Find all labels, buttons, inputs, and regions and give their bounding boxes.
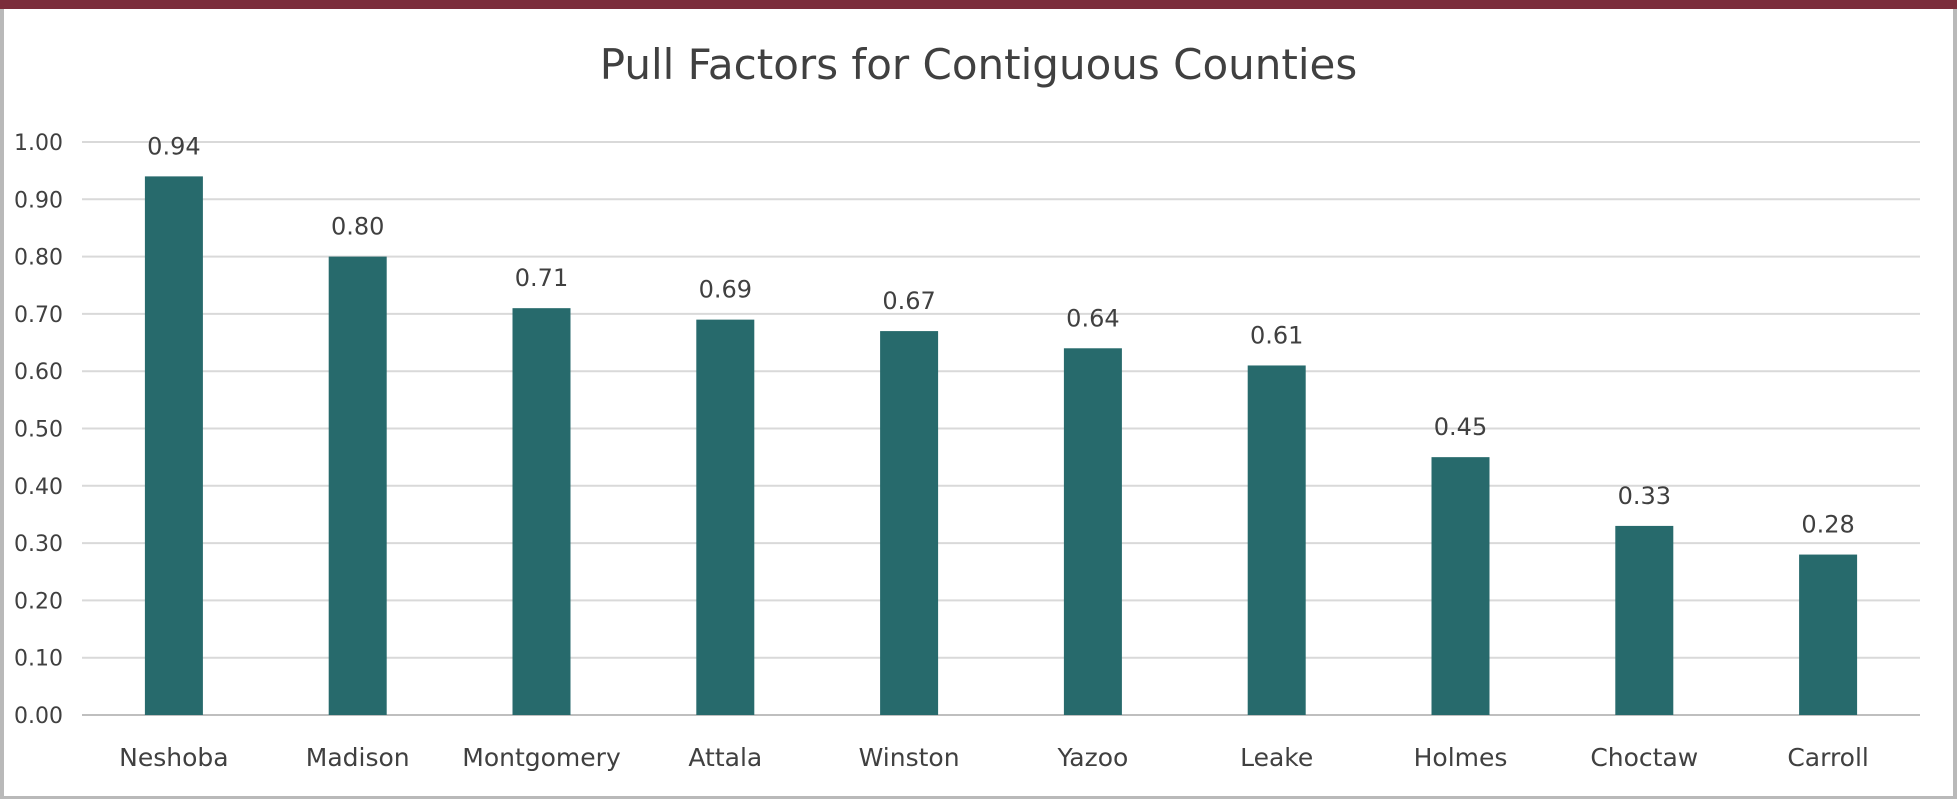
y-tick-label: 0.30 <box>14 532 63 557</box>
bar-winston <box>880 331 939 715</box>
bar-madison <box>328 256 387 715</box>
data-label: 0.71 <box>515 264 568 292</box>
x-category-label: Attala <box>688 743 762 772</box>
y-tick-label: 0.20 <box>14 589 63 614</box>
y-tick-label: 1.00 <box>14 131 63 156</box>
x-axis-categories: Neshoba Madison Montgomery Attala Winston Yaz… <box>119 743 1869 772</box>
data-label: 0.94 <box>147 132 200 160</box>
chart-title: Pull Factors for Contiguous Counties <box>599 40 1358 89</box>
y-tick-label: 0.50 <box>14 418 63 443</box>
y-tick-label: 0.80 <box>14 246 63 271</box>
y-tick-label: 0.40 <box>14 475 63 500</box>
y-tick-label: 0.90 <box>14 188 63 213</box>
bar-holmes <box>1431 457 1490 715</box>
x-category-label: Yazoo <box>1056 743 1128 772</box>
y-axis-ticks: 0.00 0.10 0.20 0.30 0.40 0.50 0.60 0.70 0.80 0.90… <box>14 131 63 729</box>
data-label: 0.67 <box>882 287 935 315</box>
data-label: 0.33 <box>1618 482 1671 510</box>
x-category-label: Carroll <box>1787 743 1869 772</box>
bar-carroll <box>1799 554 1858 715</box>
bar-yazoo <box>1063 348 1122 715</box>
data-labels: 0.94 0.80 0.71 0.69 0.67 0.64 0.61 0.45 0.33 0.28 <box>147 132 1855 538</box>
y-tick-label: 0.70 <box>14 303 63 328</box>
y-tick-label: 0.00 <box>14 704 63 729</box>
y-tick-label: 0.10 <box>14 647 63 672</box>
bar-choctaw <box>1615 525 1674 715</box>
x-category-label: Madison <box>306 743 410 772</box>
bar-leake <box>1247 365 1306 715</box>
x-category-label: Choctaw <box>1590 743 1698 772</box>
x-category-label: Holmes <box>1414 743 1508 772</box>
bars <box>144 176 1858 715</box>
data-label: 0.64 <box>1066 304 1119 332</box>
gridlines <box>82 141 1920 716</box>
x-category-label: Leake <box>1240 743 1313 772</box>
y-tick-label: 0.60 <box>14 360 63 385</box>
data-label: 0.45 <box>1434 413 1487 441</box>
x-category-label: Winston <box>859 743 960 772</box>
bar-attala <box>696 319 755 715</box>
data-label: 0.80 <box>331 213 384 241</box>
x-category-label: Montgomery <box>462 743 621 772</box>
x-category-label: Neshoba <box>119 743 228 772</box>
bar-montgomery <box>512 308 571 715</box>
data-label: 0.61 <box>1250 321 1303 349</box>
header-bar <box>0 0 1957 9</box>
data-label: 0.69 <box>699 276 752 304</box>
data-label: 0.28 <box>1801 511 1854 539</box>
bar-neshoba <box>144 176 203 715</box>
